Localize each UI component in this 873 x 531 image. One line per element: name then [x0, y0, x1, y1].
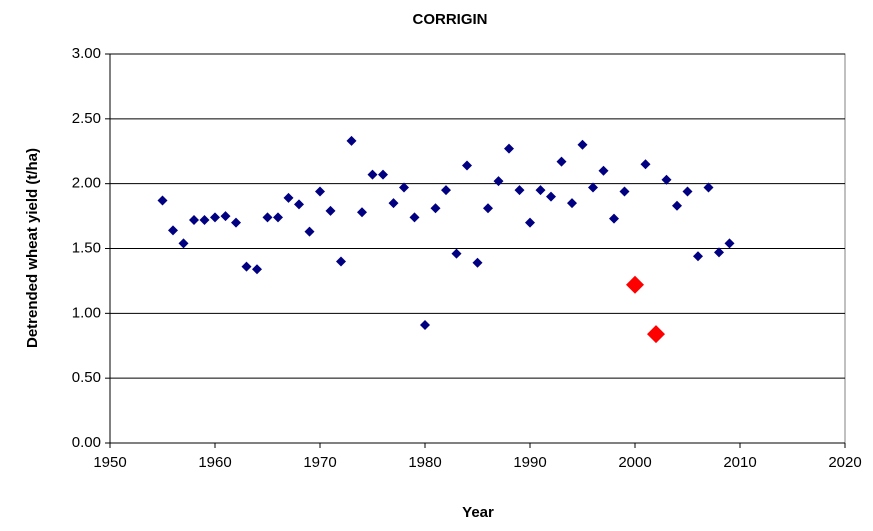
data-point	[189, 214, 199, 225]
data-point	[283, 192, 294, 203]
data-point	[336, 256, 346, 267]
y-tick-label: 1.00	[72, 304, 101, 321]
data-point	[409, 212, 420, 223]
data-point	[210, 212, 220, 223]
data-point	[472, 257, 483, 268]
data-point	[388, 198, 399, 209]
data-point	[483, 203, 493, 214]
data-point	[199, 214, 210, 225]
data-point	[304, 226, 315, 237]
data-point	[462, 160, 472, 171]
data-point	[546, 191, 556, 202]
x-tick-label: 1970	[303, 454, 336, 471]
data-point	[430, 203, 441, 214]
y-tick-label: 2.00	[72, 175, 101, 192]
data-point	[598, 165, 609, 176]
x-tick-label: 1960	[198, 454, 231, 471]
data-point	[609, 213, 619, 224]
data-point	[451, 248, 462, 259]
x-tick-label: 1990	[513, 454, 546, 471]
data-point	[535, 185, 546, 196]
y-tick-label: 0.00	[72, 434, 101, 451]
data-point	[220, 211, 231, 222]
data-point	[626, 275, 644, 294]
data-point	[399, 182, 409, 193]
data-point	[556, 156, 567, 167]
data-point	[640, 159, 651, 170]
data-point	[346, 135, 357, 146]
data-point	[378, 169, 388, 180]
data-point	[714, 247, 724, 258]
x-tick-label: 2010	[723, 454, 756, 471]
data-point	[724, 238, 735, 249]
data-point	[682, 186, 693, 197]
data-point	[441, 185, 451, 196]
data-point	[357, 207, 367, 218]
data-point	[294, 199, 304, 210]
data-point	[525, 217, 535, 228]
data-point	[619, 186, 630, 197]
x-tick-label: 2020	[828, 454, 861, 471]
y-tick-label: 3.00	[72, 45, 101, 62]
data-point	[661, 174, 672, 185]
x-tick-label: 1950	[93, 454, 126, 471]
data-point	[647, 325, 665, 344]
data-point	[672, 200, 682, 211]
data-point	[252, 264, 262, 275]
x-tick-label: 2000	[618, 454, 651, 471]
data-point	[241, 261, 252, 272]
x-axis-label: Year	[462, 504, 494, 521]
data-point	[168, 225, 178, 236]
data-point	[262, 212, 273, 223]
data-point	[588, 182, 598, 193]
data-point	[178, 238, 189, 249]
data-point	[420, 320, 430, 331]
data-point	[325, 205, 336, 216]
data-point	[703, 182, 714, 193]
x-tick-label: 1980	[408, 454, 441, 471]
data-point	[504, 143, 514, 154]
data-point	[577, 139, 588, 150]
y-tick-label: 2.50	[72, 110, 101, 127]
data-point	[315, 186, 325, 197]
data-point	[273, 212, 283, 223]
data-point	[567, 198, 577, 209]
data-point	[367, 169, 378, 180]
y-axis-label: Detrended wheat yield (t/ha)	[24, 148, 41, 348]
data-point	[514, 185, 525, 196]
chart-title: CORRIGIN	[413, 11, 488, 28]
y-tick-label: 0.50	[72, 369, 101, 386]
data-point	[231, 217, 241, 228]
data-point	[157, 195, 168, 206]
data-point	[693, 251, 703, 262]
data-point	[493, 176, 504, 187]
y-tick-label: 1.50	[72, 239, 101, 256]
